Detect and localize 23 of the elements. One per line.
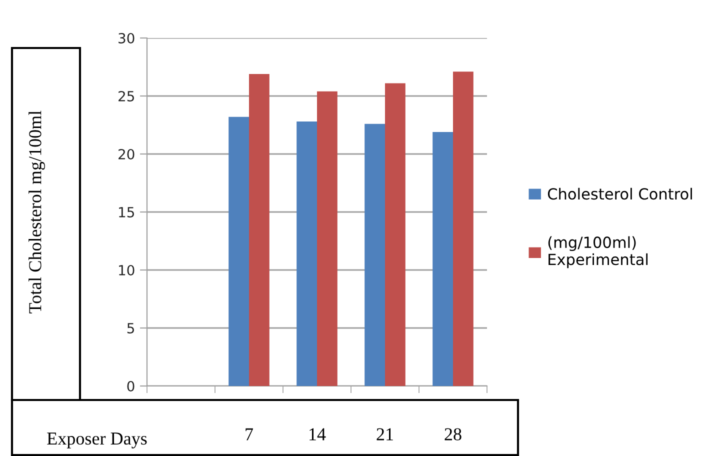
y-tick-label: 25 <box>118 90 134 102</box>
bar <box>296 122 317 386</box>
y-tick-label: 10 <box>119 264 134 276</box>
x-axis-title: Exposer Days <box>47 432 147 448</box>
bar <box>453 72 474 386</box>
y-tick-label: 0 <box>127 380 134 392</box>
bar <box>364 124 385 386</box>
legend-label: Cholesterol Control <box>548 188 692 200</box>
bar <box>432 132 453 386</box>
x-tick-label: 28 <box>444 428 462 440</box>
y-tick-label: 20 <box>118 148 134 160</box>
x-tick-label: 21 <box>376 428 393 440</box>
bar <box>385 83 406 386</box>
y-tick-label: 15 <box>119 207 134 218</box>
bar <box>317 91 338 386</box>
bar <box>228 116 249 386</box>
bar <box>249 74 270 386</box>
legend-label: (mg/100ml) Experimental <box>548 236 648 268</box>
y-tick-label: 5 <box>127 323 134 334</box>
y-tick-label: 30 <box>118 32 134 44</box>
x-tick-label: 7 <box>246 428 253 440</box>
x-tick-label: 14 <box>310 428 326 440</box>
y-axis-title: Total Cholesterol mg/100ml <box>28 110 45 314</box>
